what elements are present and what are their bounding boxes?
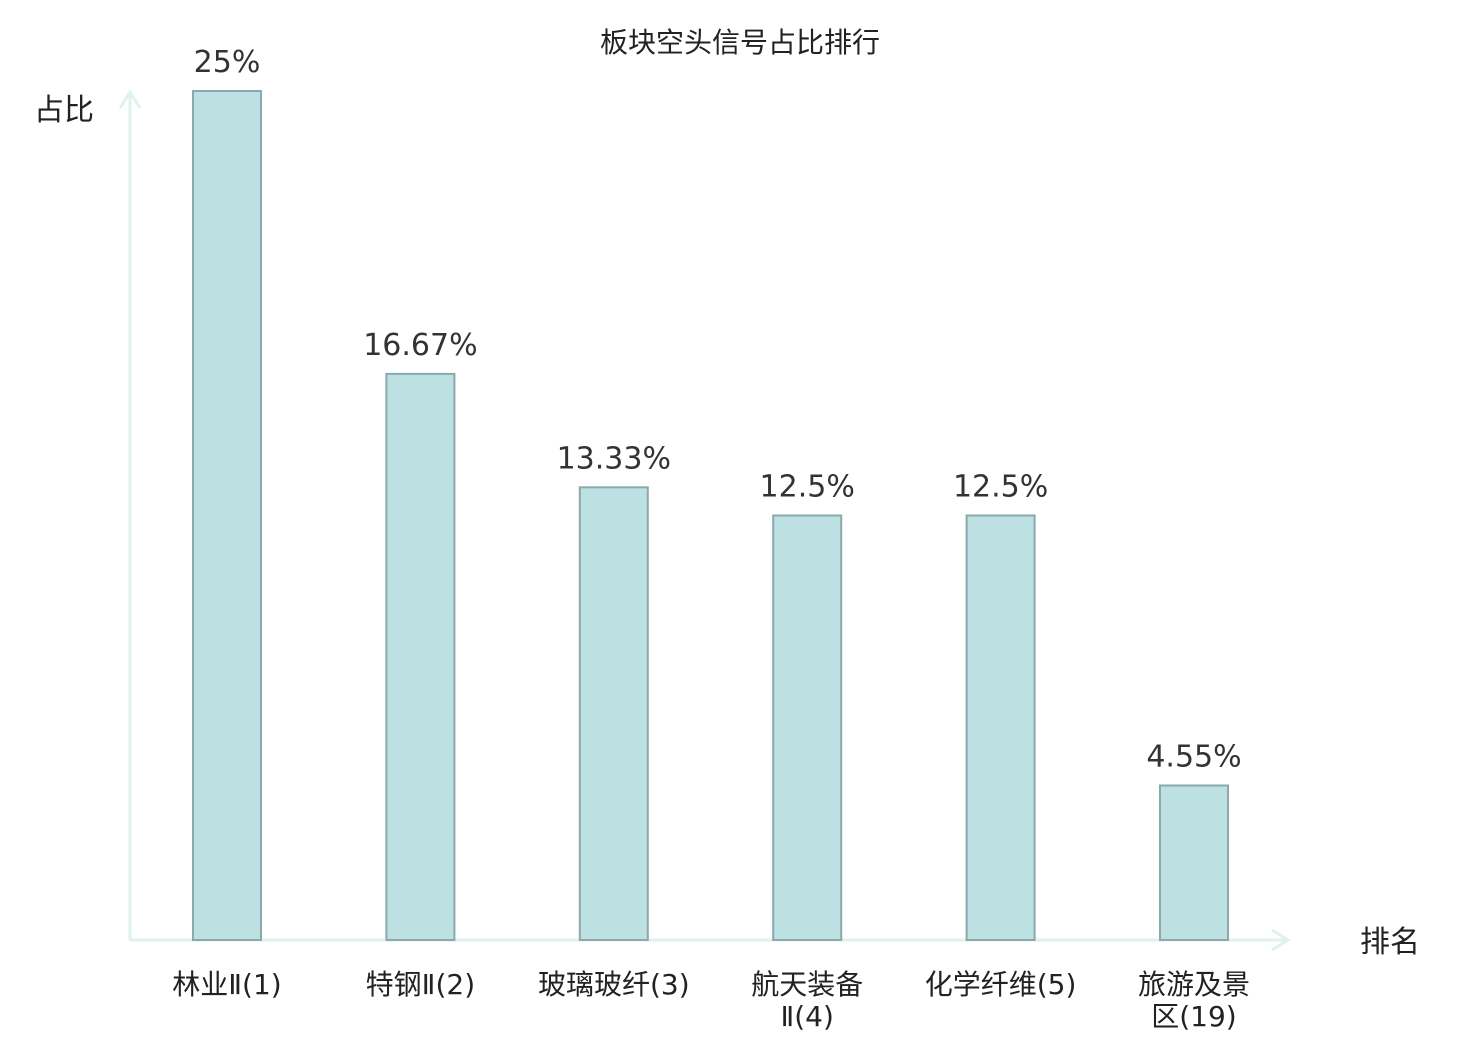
bar — [772, 514, 843, 941]
y-axis-label: 占比 — [34, 93, 94, 128]
x-tick-label: 旅游及景 — [1138, 968, 1250, 1001]
x-tick-label: Ⅱ(4) — [780, 1000, 833, 1033]
y-axis — [118, 89, 142, 940]
bar-value-label: 12.5% — [953, 470, 1048, 505]
chart-title: 板块空头信号占比排行 — [600, 26, 880, 59]
x-tick-label: 特钢Ⅱ(2) — [366, 968, 475, 1001]
bar — [1159, 784, 1229, 941]
bar-value-label: 4.55% — [1146, 739, 1241, 774]
x-tick-label: 航天装备 — [751, 968, 863, 1001]
x-axis-label: 排名 — [1360, 925, 1420, 960]
bar — [192, 90, 262, 941]
bar — [385, 372, 456, 942]
x-tick-label: 化学纤维(5) — [925, 968, 1077, 1001]
x-axis — [130, 928, 1291, 952]
bar — [578, 486, 649, 941]
bar-value-label: 13.33% — [557, 441, 671, 476]
x-tick-label: 林业Ⅱ(1) — [172, 968, 281, 1001]
value-labels-group: 25% 16.67% 13.33% 12.5% 12.5% 4.55% — [194, 45, 1242, 774]
bar-value-label: 25% — [194, 45, 261, 80]
bars-group — [192, 90, 1229, 942]
bar-value-label: 16.67% — [363, 328, 477, 363]
x-tick-label: 区(19) — [1151, 1000, 1236, 1033]
bar-value-label: 12.5% — [760, 470, 855, 505]
bar — [965, 514, 1036, 941]
x-tick-label: 玻璃玻纤(3) — [538, 968, 690, 1001]
